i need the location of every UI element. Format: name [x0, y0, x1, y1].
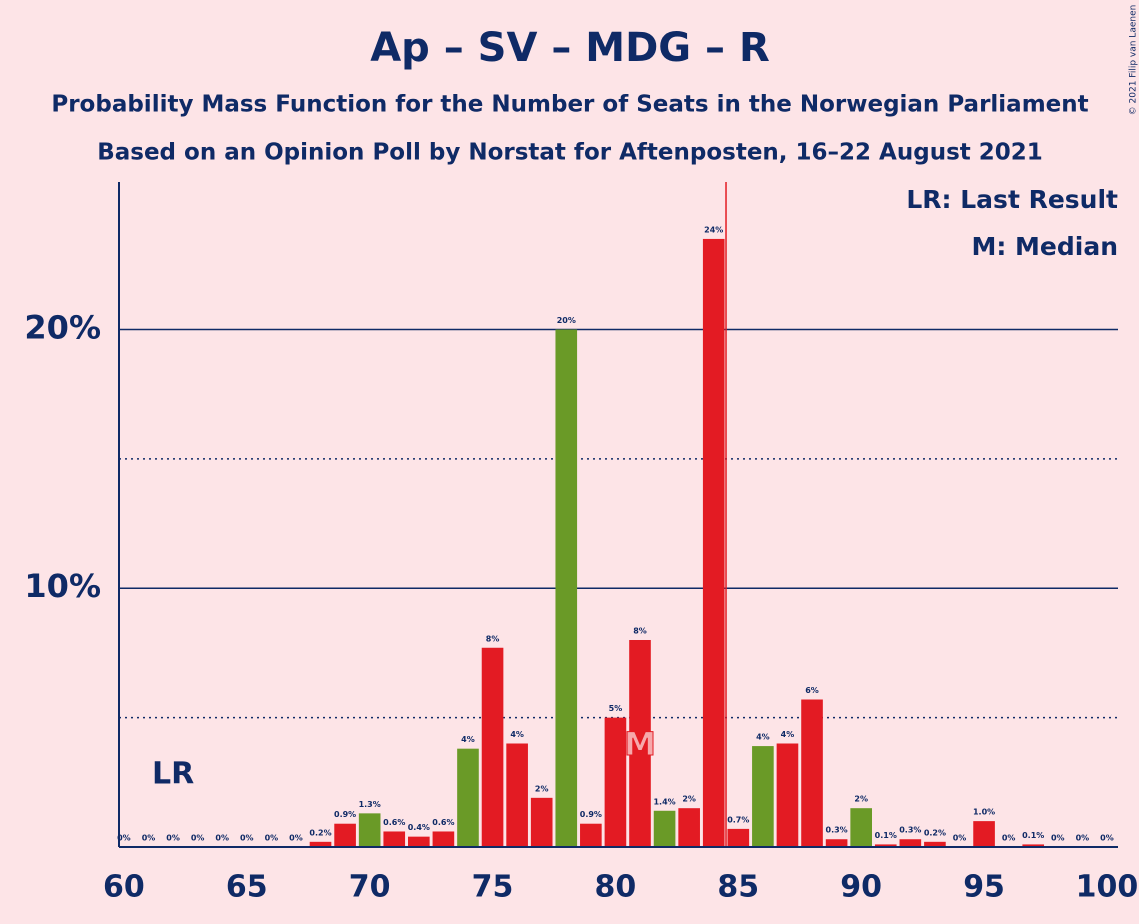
x-tick-label: 80 [595, 870, 637, 905]
bar [776, 743, 799, 847]
x-tick-label: 70 [349, 870, 391, 905]
value-label: 0% [166, 834, 180, 843]
value-label: 0% [265, 834, 279, 843]
bar [702, 238, 725, 847]
value-label: 2% [535, 784, 549, 793]
value-label: 0% [1100, 834, 1114, 843]
value-label: 2% [854, 795, 868, 804]
value-label: 1.3% [359, 800, 381, 809]
bar [334, 823, 356, 847]
bar [309, 841, 332, 847]
value-label: 0% [1002, 834, 1016, 843]
value-label: 0% [240, 834, 254, 843]
bar [899, 839, 922, 847]
value-label: 0.6% [383, 818, 405, 827]
bar [408, 836, 430, 847]
bar [653, 810, 676, 847]
copyright: © 2021 Filip van Laenen [1129, 5, 1139, 116]
value-label: 0.2% [309, 828, 331, 837]
bar [1022, 844, 1045, 847]
bar [752, 746, 774, 847]
value-label: 0.6% [432, 818, 454, 827]
value-label: 0% [142, 834, 156, 843]
x-tick-label: 65 [226, 870, 268, 905]
x-tick-label: 95 [963, 870, 1005, 905]
bar [629, 639, 651, 847]
bar [874, 844, 897, 847]
x-tick-label: 75 [472, 870, 514, 905]
value-label: 0.1% [875, 831, 897, 840]
value-label: 2% [682, 795, 696, 804]
value-label: 8% [633, 626, 647, 635]
bar [506, 743, 528, 847]
value-label: 8% [486, 634, 500, 643]
x-tick-label: 60 [103, 870, 145, 905]
value-label: 0% [117, 834, 131, 843]
value-label: 6% [805, 686, 819, 695]
value-label: 0.7% [727, 815, 749, 824]
bar [727, 828, 750, 847]
chart-title: Ap – SV – MDG – R [370, 25, 770, 71]
bar [457, 748, 479, 847]
value-label: 0.9% [580, 810, 602, 819]
bar [432, 831, 455, 847]
value-label: 20% [557, 316, 576, 325]
value-label: 0.9% [334, 810, 356, 819]
bar [924, 841, 946, 847]
value-label: 4% [781, 730, 795, 739]
value-label: 1.0% [973, 808, 995, 817]
y-tick-label: 20% [24, 308, 101, 346]
value-label: 0.1% [1022, 831, 1044, 840]
legend-entry: M: Median [971, 232, 1118, 261]
bar [383, 831, 406, 847]
bar [678, 808, 700, 847]
value-label: 0% [1051, 834, 1065, 843]
value-label: 5% [609, 704, 623, 713]
bar [555, 329, 578, 848]
value-label: 4% [756, 733, 770, 742]
value-label: 0.3% [899, 826, 921, 835]
value-label: 4% [510, 730, 524, 739]
value-label: 0% [289, 834, 303, 843]
bar [850, 808, 872, 847]
value-label: 0.3% [826, 826, 848, 835]
legend-entry: LR: Last Result [906, 185, 1118, 214]
median-label: M [624, 725, 656, 763]
value-label: 0% [953, 834, 967, 843]
last-result-label: LR [152, 757, 194, 792]
value-label: 0% [1076, 834, 1090, 843]
bar [481, 647, 504, 847]
value-label: 1.4% [653, 797, 675, 806]
x-tick-label: 90 [840, 870, 882, 905]
chart-subtitle: Based on an Opinion Poll by Norstat for … [97, 140, 1043, 166]
value-label: 24% [704, 225, 723, 234]
bar [801, 699, 823, 847]
bar [580, 823, 602, 847]
value-label: 0% [191, 834, 205, 843]
y-tick-label: 10% [24, 567, 101, 605]
chart-subtitle: Probability Mass Function for the Number… [51, 92, 1088, 118]
bar [604, 717, 627, 847]
value-label: 4% [461, 735, 475, 744]
value-label: 0% [215, 834, 229, 843]
x-tick-label: 100 [1076, 870, 1139, 905]
value-label: 0.2% [924, 828, 946, 837]
x-tick-label: 85 [717, 870, 759, 905]
bar [973, 821, 995, 847]
bar [530, 797, 553, 847]
value-label: 0.4% [408, 823, 430, 832]
bar [825, 839, 848, 847]
bar [358, 813, 381, 847]
